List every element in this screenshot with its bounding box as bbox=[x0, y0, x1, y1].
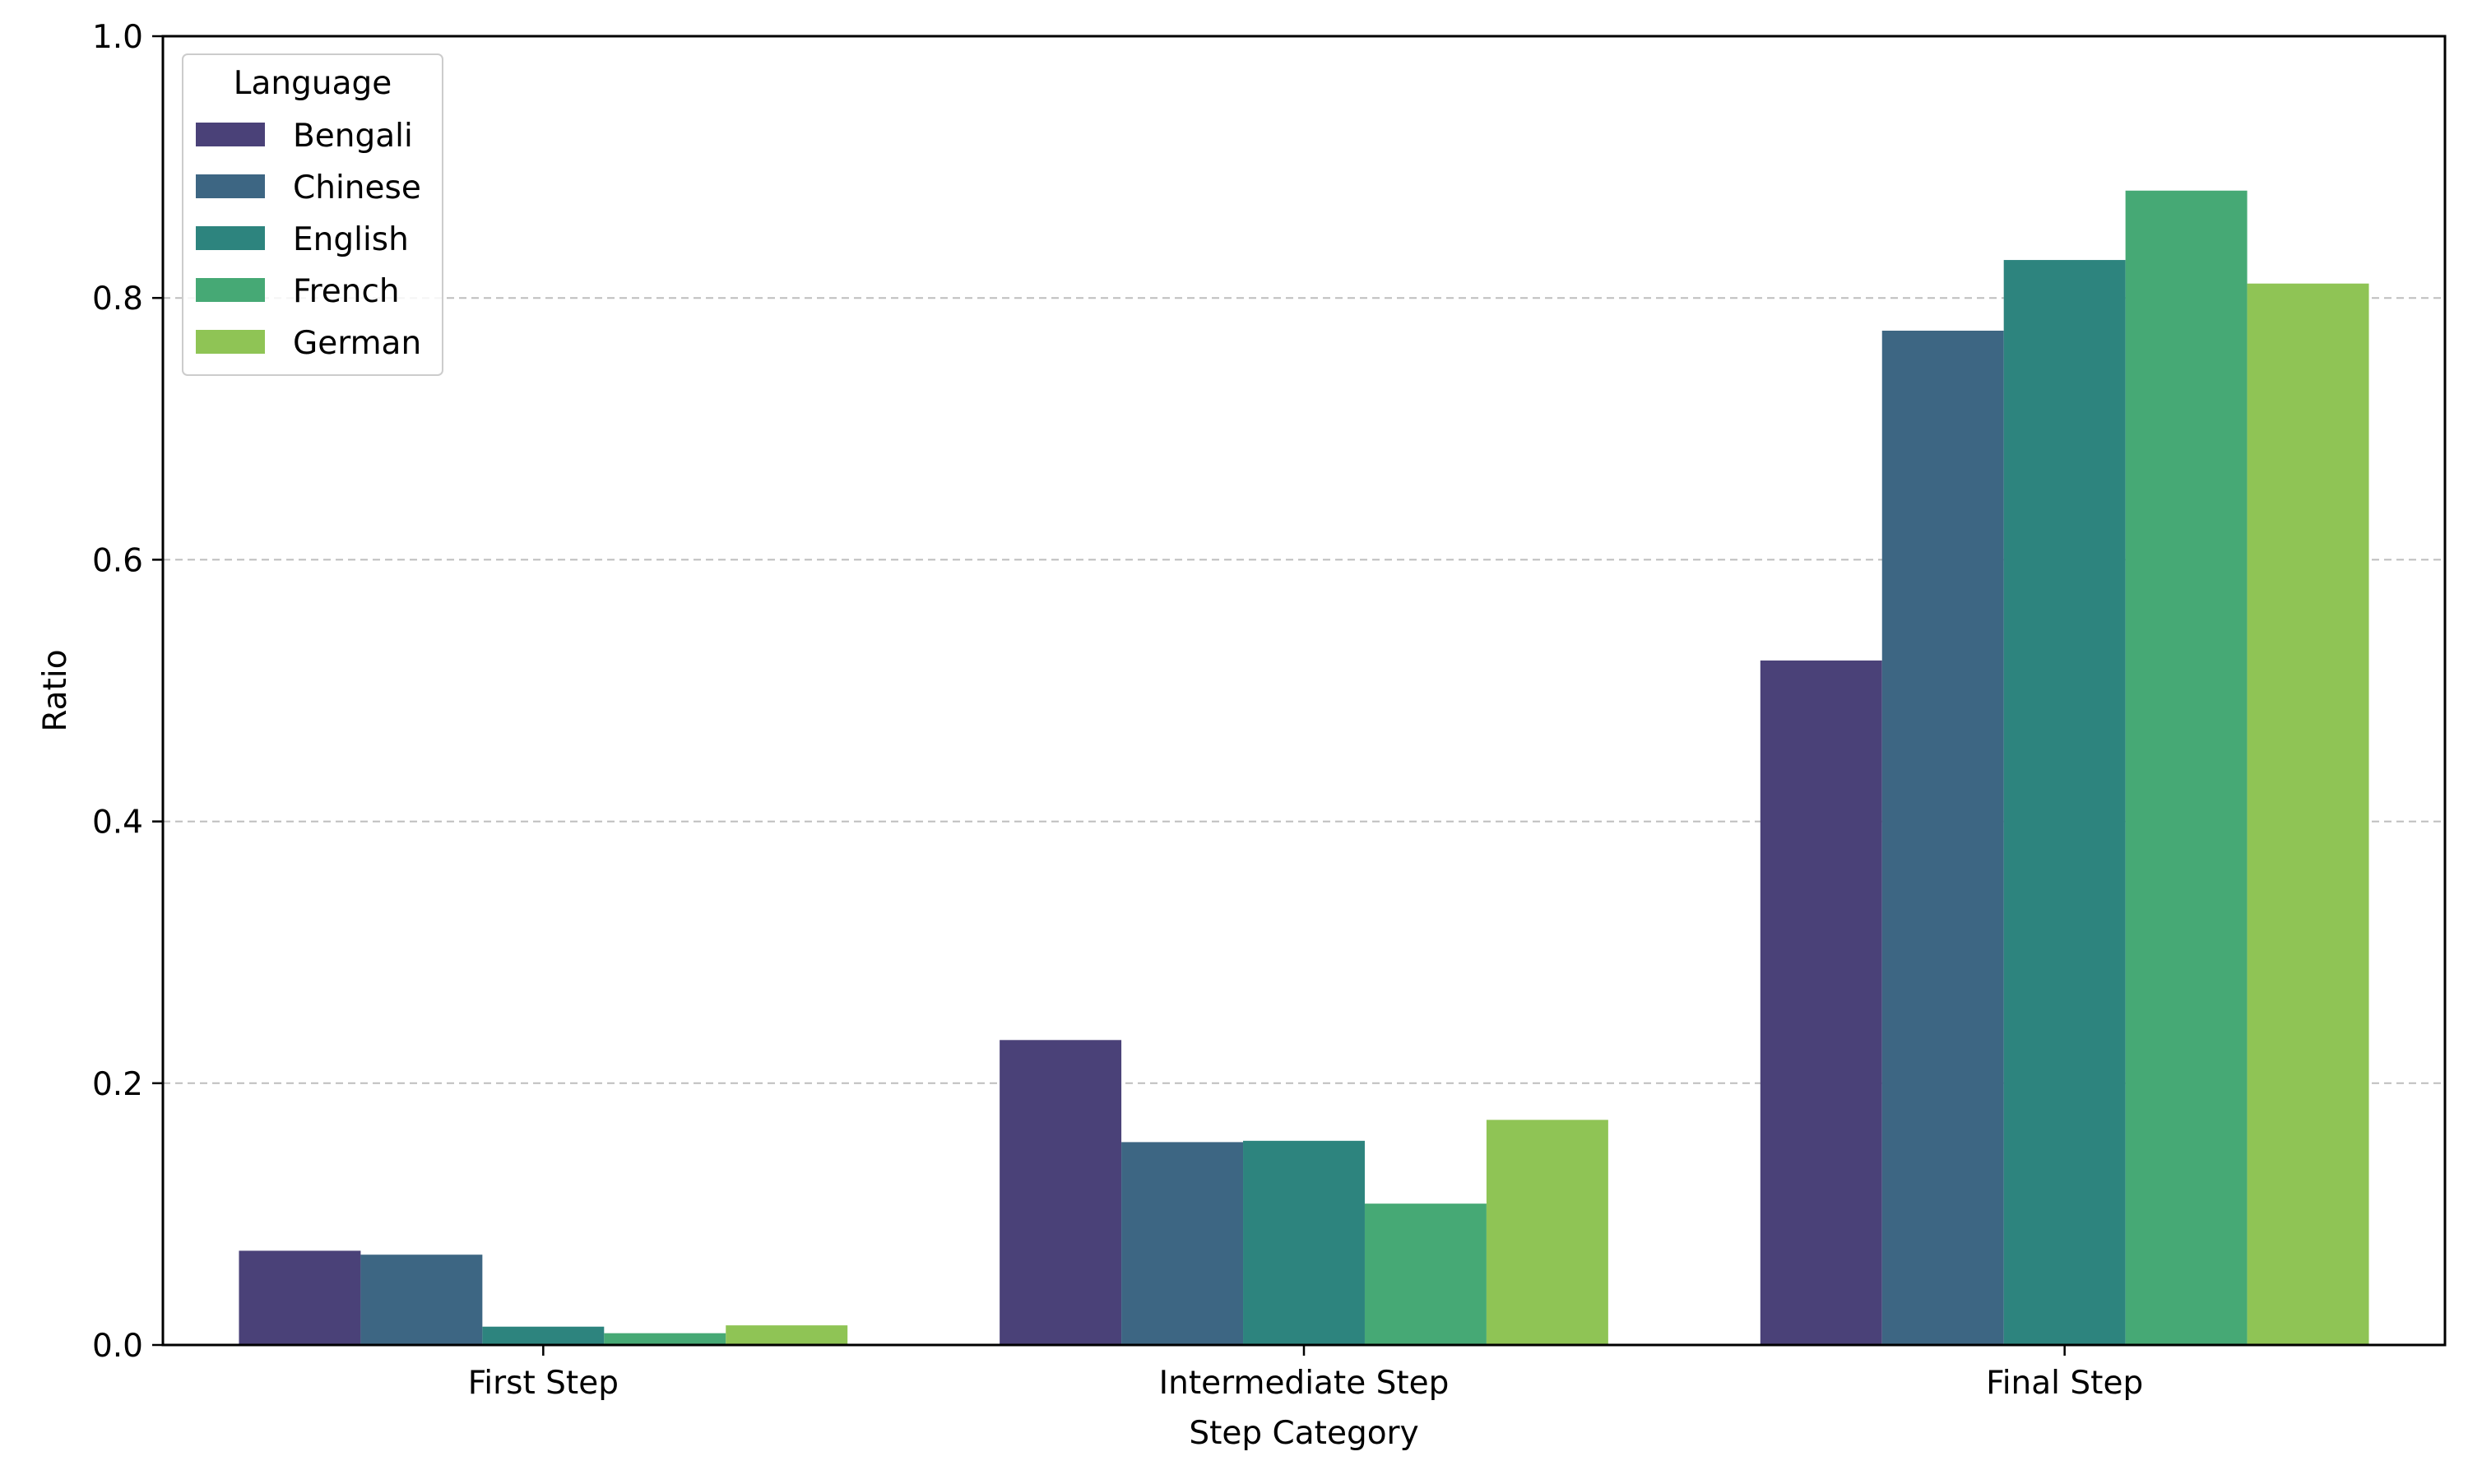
x-axis-ticks: First Step Intermediate Step Final Step bbox=[468, 1345, 2143, 1402]
x-axis-label: Step Category bbox=[1189, 1415, 1418, 1452]
bar-chinese-3 bbox=[1881, 330, 2004, 1346]
legend-label: English bbox=[293, 221, 409, 258]
legend-swatch bbox=[196, 226, 265, 250]
legend-swatch bbox=[196, 123, 265, 146]
x-tick-label: First Step bbox=[468, 1365, 619, 1402]
legend-label: Bengali bbox=[293, 118, 413, 155]
bar-chinese-2 bbox=[1121, 1142, 1244, 1345]
y-tick-label: 1.0 bbox=[92, 19, 143, 56]
y-tick-label: 0.8 bbox=[92, 281, 143, 318]
x-tick-label: Final Step bbox=[1986, 1365, 2143, 1402]
bar-english-2 bbox=[1243, 1140, 1365, 1345]
y-tick-label: 0.0 bbox=[92, 1328, 143, 1365]
y-tick-label: 0.2 bbox=[92, 1066, 143, 1103]
bar-chinese-1 bbox=[360, 1254, 483, 1345]
legend-title: Language bbox=[234, 65, 392, 102]
legend-label: Chinese bbox=[293, 169, 421, 206]
bar-bengali-1 bbox=[239, 1250, 361, 1345]
bar-english-1 bbox=[482, 1326, 605, 1345]
x-tick-label: Intermediate Step bbox=[1159, 1365, 1450, 1402]
legend-label: French bbox=[293, 273, 400, 310]
y-axis-ticks: 0.0 0.2 0.4 0.6 0.8 1.0 bbox=[92, 19, 163, 1365]
bar-bengali-2 bbox=[1000, 1040, 1122, 1345]
legend-swatch bbox=[196, 174, 265, 198]
y-axis-label: Ratio bbox=[37, 649, 74, 731]
bar-english-3 bbox=[2003, 260, 2126, 1345]
legend-swatch bbox=[196, 330, 265, 354]
legend-items: Bengali Chinese English French German bbox=[196, 118, 421, 362]
bar-french-1 bbox=[604, 1333, 726, 1345]
bar-german-3 bbox=[2247, 283, 2369, 1346]
bar-french-3 bbox=[2125, 190, 2248, 1345]
bar-bengali-3 bbox=[1760, 660, 1882, 1345]
bar-german-2 bbox=[1486, 1120, 1608, 1345]
y-tick-label: 0.6 bbox=[92, 542, 143, 579]
legend-swatch bbox=[196, 278, 265, 302]
bar-french-2 bbox=[1364, 1203, 1487, 1345]
legend: Language Bengali Chinese English French Germ… bbox=[182, 53, 443, 376]
legend-label: German bbox=[293, 325, 421, 362]
bars bbox=[239, 190, 2369, 1346]
y-tick-label: 0.4 bbox=[92, 805, 143, 842]
bar-german-1 bbox=[726, 1325, 848, 1345]
